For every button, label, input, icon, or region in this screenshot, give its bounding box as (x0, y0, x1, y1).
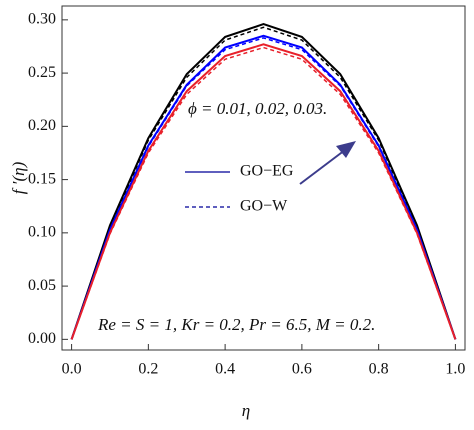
arrow (299, 141, 356, 185)
series-line (70, 26, 457, 340)
x-axis-label: η (242, 401, 250, 420)
series-line (70, 37, 457, 340)
y-tick-label: 0.05 (28, 277, 56, 294)
y-tick-label: 0.25 (28, 64, 56, 81)
y-axis-label: f ′(η) (9, 161, 28, 194)
x-tick-label: 0.8 (369, 361, 389, 378)
y-tick-label: 0.30 (28, 11, 56, 28)
annotation: Re = S = 1, Kr = 0.2, Pr = 6.5, M = 0.2. (97, 315, 375, 334)
y-tick-label: 0.15 (28, 170, 56, 187)
plot-frame (61, 5, 466, 351)
x-tick-label: 0.4 (215, 361, 235, 378)
x-tick-label: 0.2 (138, 361, 158, 378)
annotation: ϕ = 0.01, 0.02, 0.03. (188, 99, 327, 118)
series-line (70, 46, 457, 340)
x-tick-label: 0.0 (62, 361, 82, 378)
series-line (70, 23, 457, 340)
x-tick-label: 0.6 (292, 361, 312, 378)
y-tick-label: 0.10 (28, 224, 56, 241)
x-tick-label: 1.0 (445, 361, 465, 378)
series-line (70, 43, 457, 340)
legend-label: GO−EG (240, 163, 294, 180)
y-tick-label: 0.00 (28, 330, 56, 347)
y-tick-label: 0.20 (28, 117, 56, 134)
legend-label: GO−W (240, 198, 288, 215)
